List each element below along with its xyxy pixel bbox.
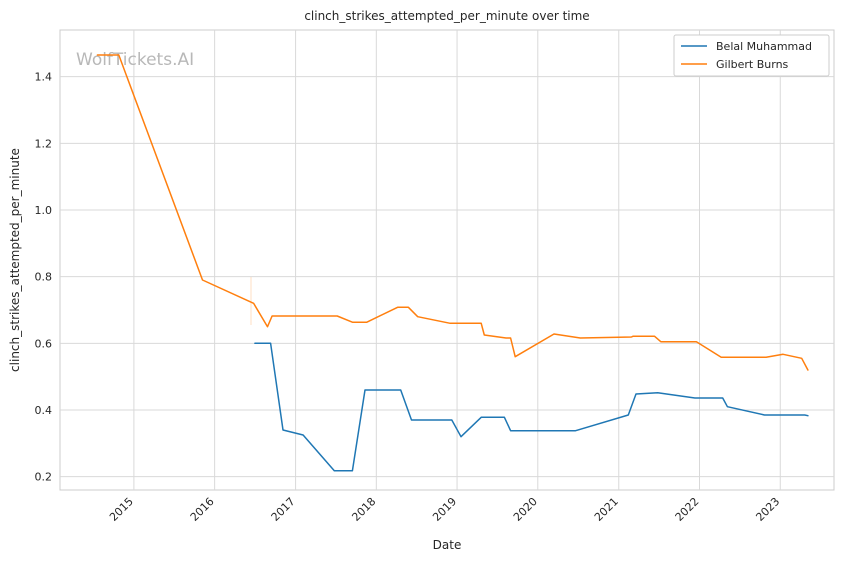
x-axis-label: Date [433,538,462,552]
legend-label-gilbert-burns: Gilbert Burns [716,58,789,71]
series-layer [96,54,809,472]
grid-layer [60,30,834,490]
y-tick-label: 0.2 [35,471,53,484]
y-tick-label: 0.4 [35,404,53,417]
y-tick-label: 1.4 [35,71,53,84]
y-tick-label: 1.2 [35,137,53,150]
y-tick-label: 1.0 [35,204,53,217]
series-line-belal-muhammad [254,342,809,472]
plot-area [59,29,835,491]
watermark: WolfTickets.AI [76,50,194,70]
y-tick-label: 0.8 [35,271,53,284]
chart-title: clinch_strikes_attempted_per_minute over… [304,9,589,23]
legend-label-belal-muhammad: Belal Muhammad [716,40,812,53]
series-line-gilbert-burns [96,54,809,371]
legend: Belal Muhammad Gilbert Burns [673,34,830,77]
y-axis-label: clinch_strikes_attempted_per_minute [8,148,22,372]
legend-box [673,34,830,77]
y-tick-label: 0.6 [35,337,53,350]
